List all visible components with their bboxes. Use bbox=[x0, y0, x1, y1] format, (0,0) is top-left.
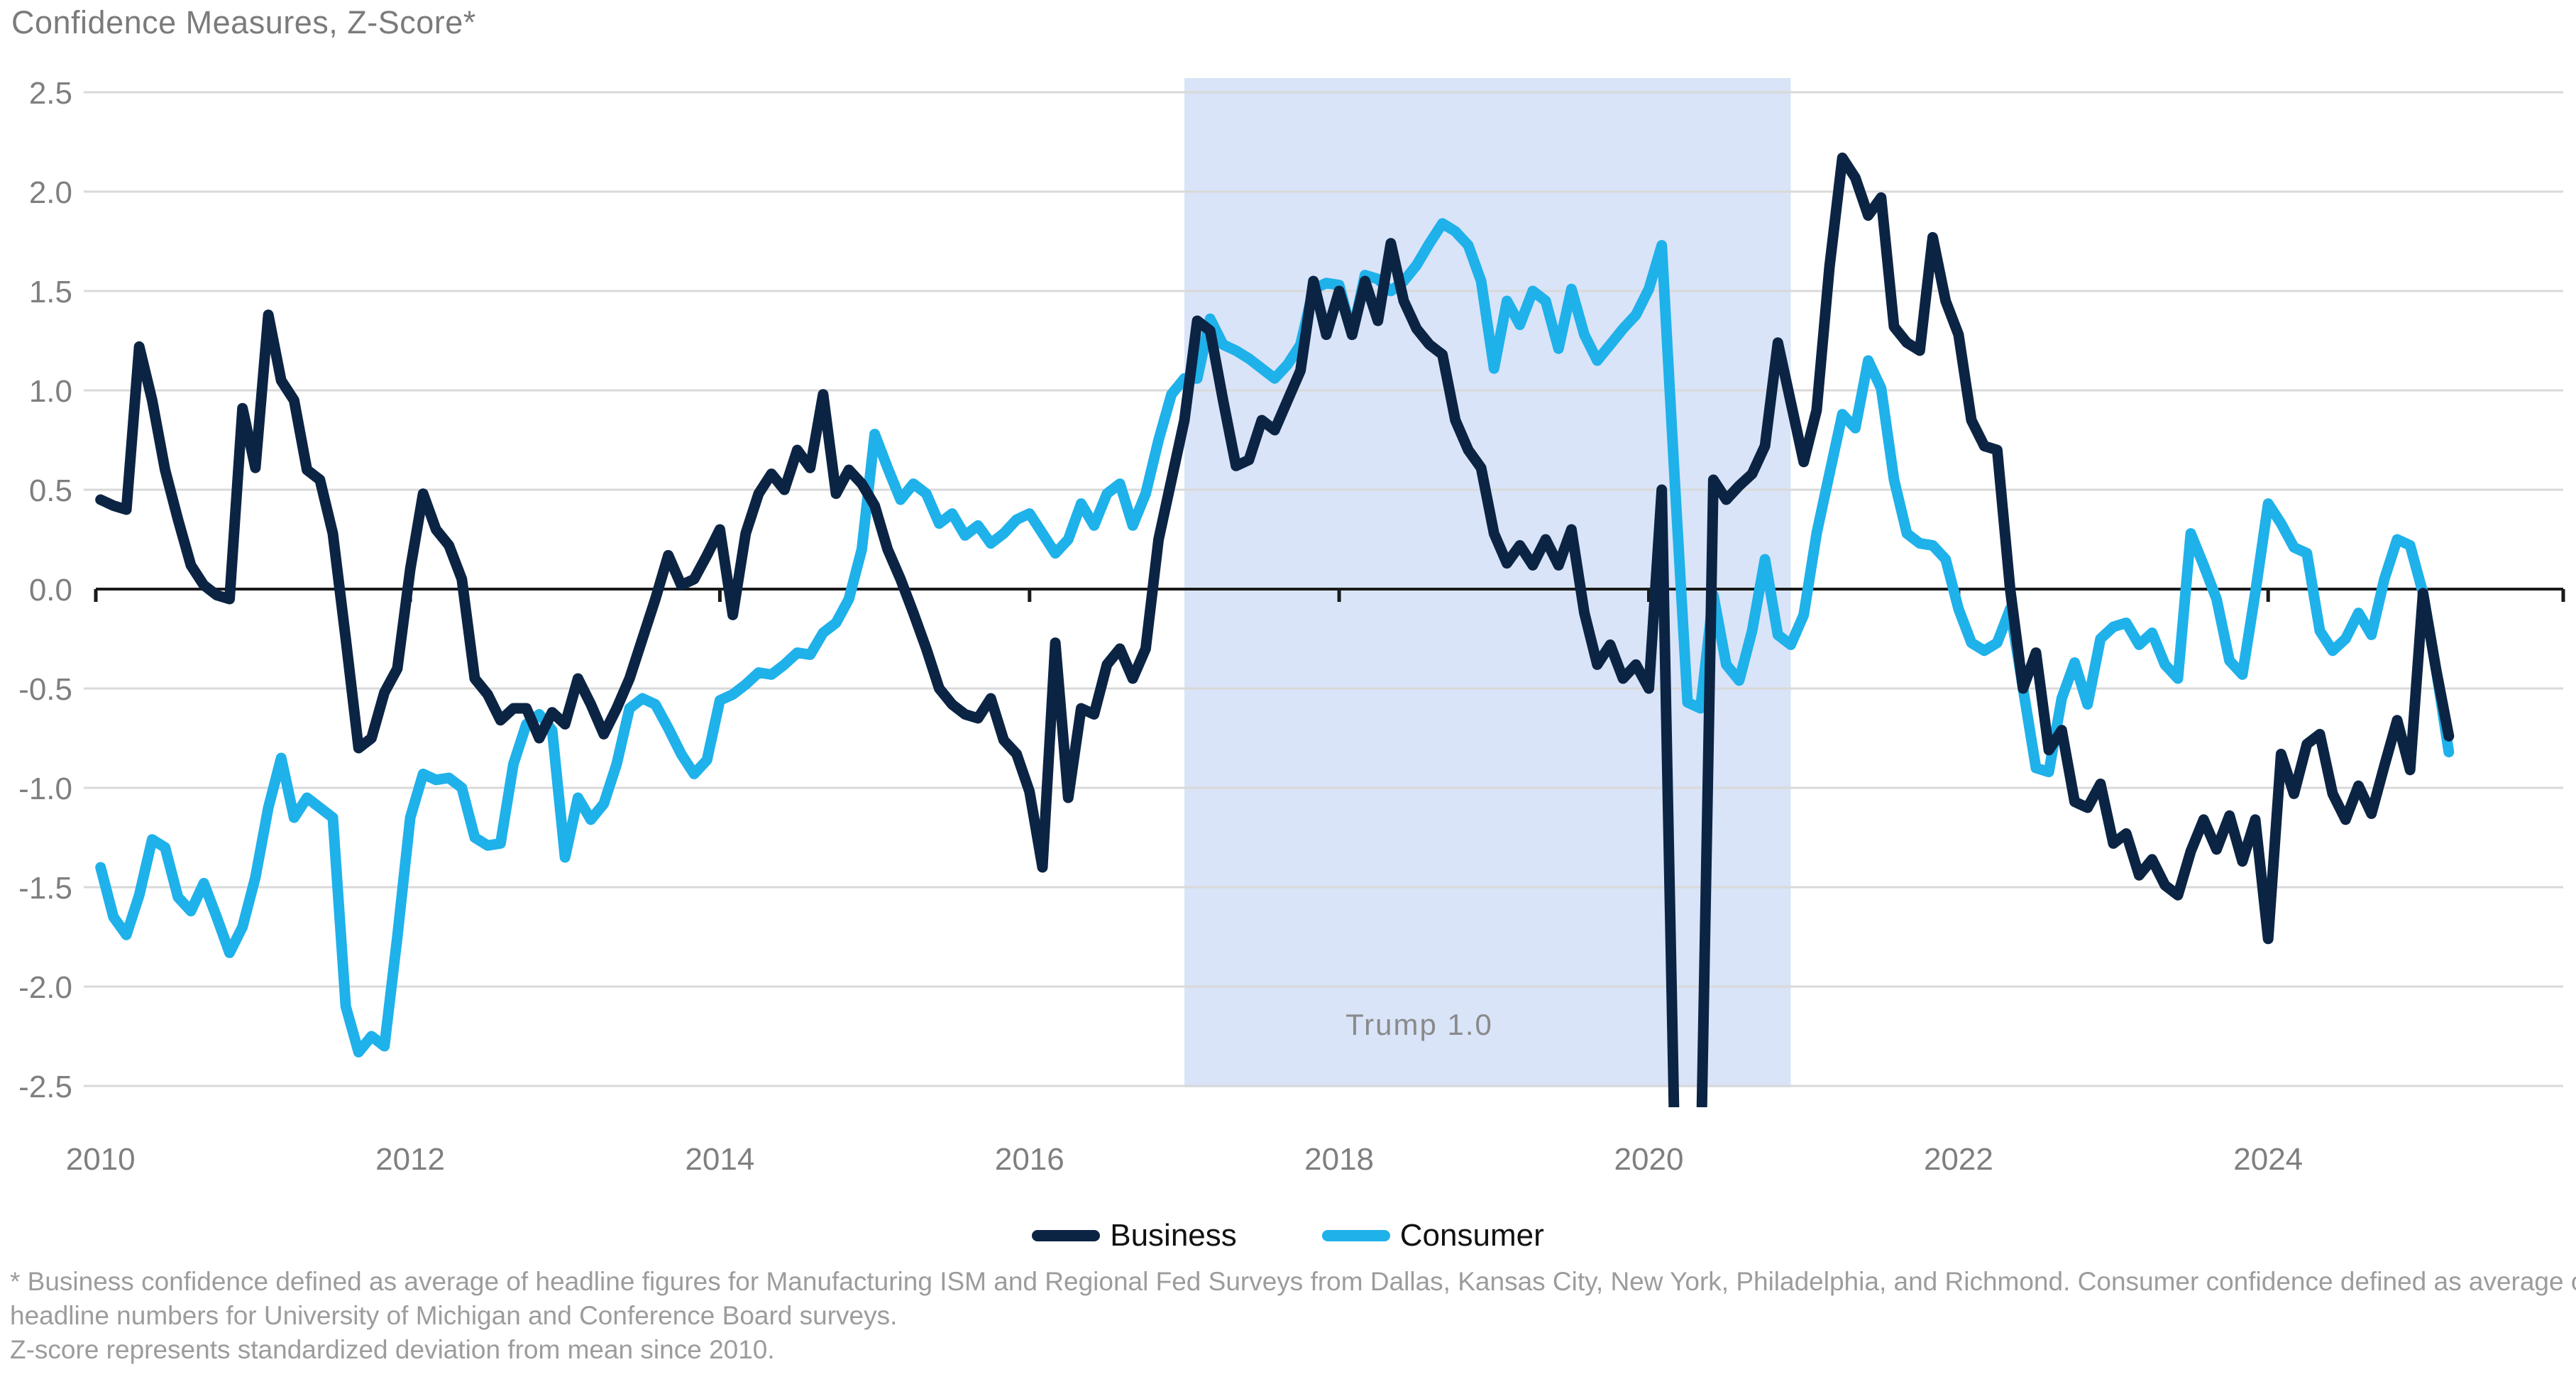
y-tick-label-1.0: 1.0 bbox=[29, 374, 72, 409]
x-tick-label-2014: 2014 bbox=[685, 1142, 754, 1177]
y-tick-label-2.0: 2.0 bbox=[29, 175, 72, 210]
x-tick-label-2016: 2016 bbox=[995, 1142, 1064, 1177]
legend-item-consumer: Consumer bbox=[1321, 1218, 1544, 1253]
footnote-line-2: headline numbers for University of Michi… bbox=[10, 1301, 898, 1330]
business-line-swatch-icon bbox=[1032, 1230, 1101, 1241]
shaded-region-trump-1.0 bbox=[1184, 78, 1791, 1087]
y-tick-label-1.5: 1.5 bbox=[29, 275, 72, 309]
y-tick-label--1.0: -1.0 bbox=[18, 772, 72, 806]
x-tick-label-2022: 2022 bbox=[1924, 1142, 1993, 1177]
chart-title: Confidence Measures, Z-Score* bbox=[11, 4, 476, 40]
footnote-line-3: Z-score represents standardized deviatio… bbox=[10, 1335, 775, 1364]
legend-label-consumer: Consumer bbox=[1399, 1218, 1544, 1253]
y-tick-label--2.5: -2.5 bbox=[18, 1070, 72, 1104]
y-tick-label-0.0: 0.0 bbox=[29, 573, 72, 608]
x-tick-label-2012: 2012 bbox=[375, 1142, 445, 1177]
consumer-line bbox=[95, 218, 2455, 1058]
x-tick-label-2024: 2024 bbox=[2233, 1142, 2303, 1177]
legend: Business Consumer bbox=[0, 1211, 2576, 1261]
footnote-line-1: * Business confidence defined as average… bbox=[10, 1267, 2576, 1296]
y-tick-label--1.5: -1.5 bbox=[18, 871, 72, 906]
business-line bbox=[95, 152, 2455, 1107]
annotation-trump-1.0: Trump 1.0 bbox=[1345, 1008, 1493, 1041]
legend-item-business: Business bbox=[1032, 1218, 1237, 1253]
x-tick-label-2020: 2020 bbox=[1614, 1142, 1684, 1177]
consumer-line-swatch-icon bbox=[1321, 1230, 1390, 1241]
y-tick-label--2.0: -2.0 bbox=[18, 970, 72, 1005]
footnotes: * Business confidence defined as average… bbox=[10, 1265, 2576, 1367]
y-tick-label-2.5: 2.5 bbox=[29, 76, 72, 111]
x-tick-label-2018: 2018 bbox=[1304, 1142, 1374, 1177]
y-tick-label-0.5: 0.5 bbox=[29, 473, 72, 508]
legend-label-business: Business bbox=[1110, 1218, 1237, 1253]
y-tick-label--0.5: -0.5 bbox=[18, 672, 72, 707]
x-tick-label-2010: 2010 bbox=[66, 1142, 136, 1177]
